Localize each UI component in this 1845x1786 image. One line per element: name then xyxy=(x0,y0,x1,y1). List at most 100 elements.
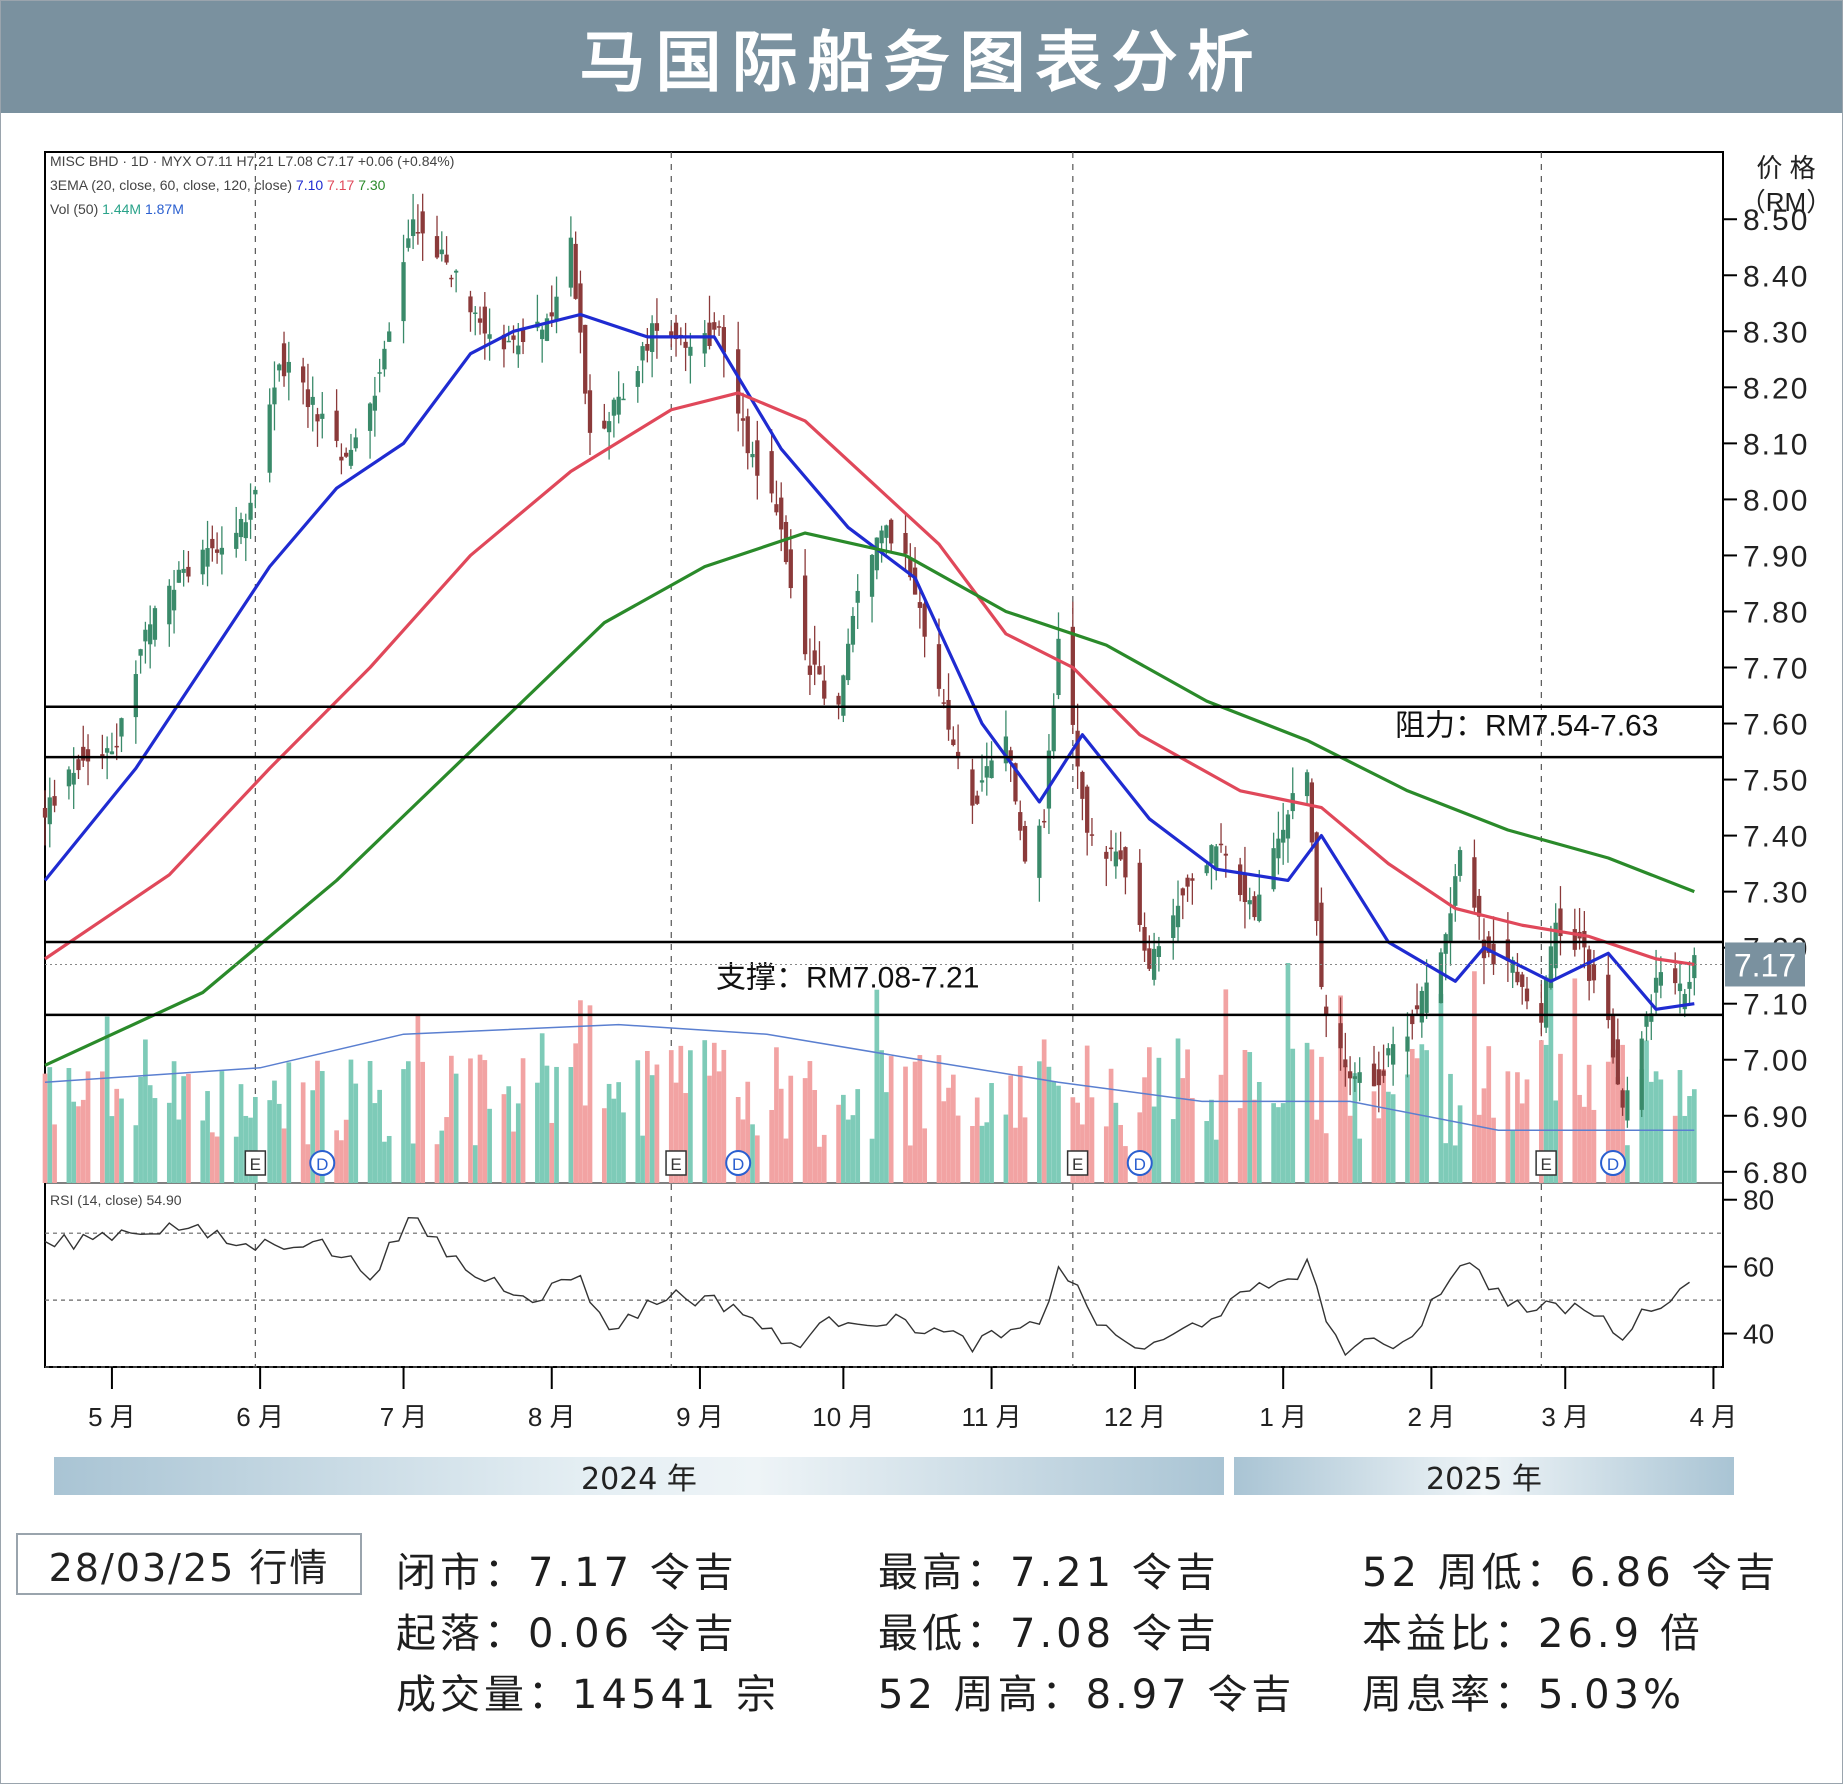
volume-bar xyxy=(888,1056,894,1183)
volume-bar xyxy=(449,1055,454,1183)
volume-bar xyxy=(702,1040,708,1183)
legend-rsi: RSI (14, close) 54.90 xyxy=(50,1192,182,1208)
volume-bar xyxy=(171,1061,177,1183)
candle-body xyxy=(334,410,339,441)
candle-body xyxy=(673,322,679,340)
candle-body xyxy=(420,211,425,234)
candle-body xyxy=(1639,1038,1644,1110)
rsi-tick-label: 80 xyxy=(1743,1185,1774,1216)
volume-bar xyxy=(1056,1085,1061,1183)
candle-body xyxy=(936,644,942,689)
candle-body xyxy=(1620,1090,1625,1108)
volume-bar xyxy=(1381,1069,1386,1183)
volume-bar xyxy=(1156,1057,1162,1183)
candle-body xyxy=(114,745,119,748)
earnings-marker-1 xyxy=(665,1150,687,1176)
volume-bar xyxy=(1146,1047,1152,1183)
candle-body xyxy=(1123,847,1128,878)
candle-body xyxy=(1644,1014,1649,1027)
candle-body xyxy=(281,343,287,377)
candle-body xyxy=(1587,949,1592,981)
x-tick-label: 6 月 xyxy=(236,1402,284,1432)
volume-bar xyxy=(482,1060,488,1183)
candle-body xyxy=(846,643,851,681)
stat-volume: 成交量：14541 宗 xyxy=(396,1672,780,1718)
volume-bar xyxy=(807,1061,813,1183)
candle-body xyxy=(1410,1014,1415,1025)
volume-bar xyxy=(1304,1042,1310,1183)
candle-body xyxy=(1085,786,1090,833)
candle-body xyxy=(1438,952,1444,1004)
volume-bar xyxy=(85,1071,91,1183)
volume-bar xyxy=(348,1059,354,1183)
candle-body xyxy=(970,769,975,806)
candle-body xyxy=(750,454,755,458)
candle-body xyxy=(1108,847,1114,850)
volume-bar xyxy=(405,1061,411,1183)
candle-body xyxy=(138,649,143,656)
y-tick-label: 8.30 xyxy=(1743,316,1809,349)
volume-bar xyxy=(520,1058,526,1183)
candle-body xyxy=(305,389,311,408)
candle-body xyxy=(774,504,779,513)
candle-body xyxy=(822,680,827,699)
candle-body xyxy=(1070,626,1075,725)
volume-bar xyxy=(305,1144,311,1183)
y-tick-label: 6.90 xyxy=(1743,1101,1809,1134)
volume-bar xyxy=(668,1050,674,1183)
volume-bar xyxy=(1644,1040,1649,1183)
candle-body xyxy=(1381,1070,1386,1076)
y-tick-label: 7.70 xyxy=(1743,653,1809,686)
volume-bar xyxy=(1185,1049,1190,1183)
volume-bar xyxy=(1376,1118,1382,1183)
candle-body xyxy=(889,519,894,544)
volume-bar xyxy=(1553,1100,1559,1183)
dividend-marker-1 xyxy=(725,1150,752,1176)
candle-body xyxy=(979,780,985,783)
candle-body xyxy=(1692,955,1697,979)
volume-bar xyxy=(1276,1107,1281,1183)
volume-bar xyxy=(1142,1077,1147,1183)
candle-body xyxy=(406,238,411,248)
candle-body xyxy=(1486,936,1491,953)
volume-bar xyxy=(549,1122,555,1183)
candle-body xyxy=(1572,929,1577,950)
volume-bar xyxy=(1113,1102,1119,1183)
volume-bar xyxy=(979,1125,985,1183)
candle-body xyxy=(578,283,583,333)
candle-body xyxy=(788,549,793,589)
candle-body xyxy=(301,366,306,383)
x-tick-label: 12 月 xyxy=(1104,1402,1166,1432)
volume-bar xyxy=(1338,995,1343,1183)
candle-body xyxy=(1223,853,1228,856)
candle-body xyxy=(1324,1006,1329,1016)
volume-bar xyxy=(970,1126,975,1183)
volume-bar xyxy=(606,1083,612,1183)
candle-body xyxy=(1242,874,1248,903)
ema-line-2 xyxy=(44,531,1695,1067)
candle-body xyxy=(439,249,444,255)
candle-body xyxy=(1582,930,1587,948)
earnings-marker-label: E xyxy=(1072,1155,1083,1174)
volume-bar xyxy=(286,1062,292,1183)
volume-bar xyxy=(1452,1145,1458,1183)
volume-bar xyxy=(339,1140,344,1183)
volume-bar xyxy=(147,1085,153,1183)
volume-bar xyxy=(1357,1138,1363,1183)
volume-bar xyxy=(1481,1088,1487,1183)
volume-bar xyxy=(47,1067,53,1183)
candle-body xyxy=(855,590,860,603)
volume-bar xyxy=(219,1071,225,1183)
volume-bar xyxy=(1223,989,1229,1183)
candle-body xyxy=(42,807,48,818)
year-label-2025: 2025 年 xyxy=(1426,1462,1542,1497)
candle-body xyxy=(1405,1036,1410,1052)
volume-bar xyxy=(688,1050,693,1183)
stat-52-week-high: 52 周高：8.97 令吉 xyxy=(878,1672,1296,1718)
volume-bar xyxy=(186,1073,191,1183)
y-tick-label: 8.10 xyxy=(1743,428,1809,461)
candle-body xyxy=(286,361,291,373)
volume-bar xyxy=(353,1083,359,1183)
candle-body xyxy=(1457,850,1463,876)
